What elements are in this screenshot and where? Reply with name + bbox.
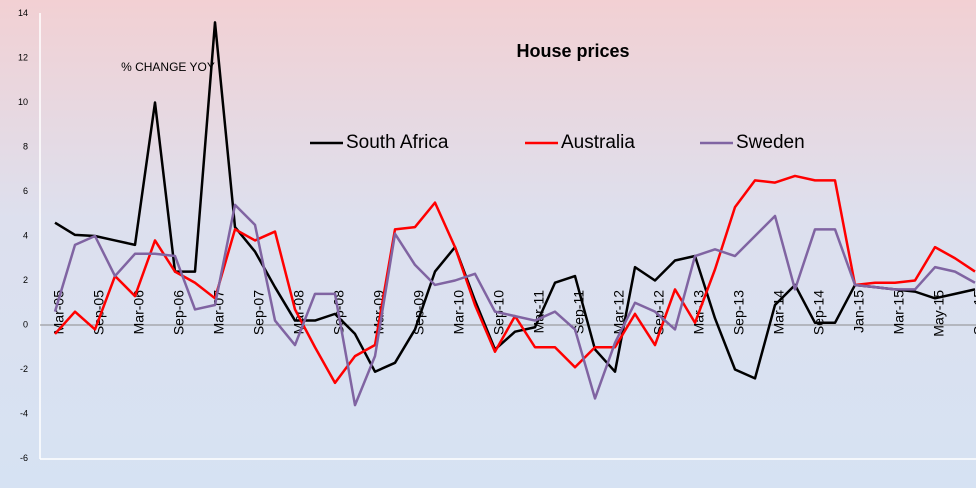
y-tick-label: 6 <box>23 186 28 196</box>
chart-subtitle: % CHANGE YOY <box>121 60 215 74</box>
y-tick-label: 10 <box>18 97 28 107</box>
x-tick-label: Jan-15 <box>851 290 867 333</box>
y-tick-label: 4 <box>23 230 28 240</box>
x-tick-label: Mar-14 <box>771 290 787 335</box>
x-tick-label: Mar-05 <box>51 290 67 335</box>
series-line <box>54 21 976 380</box>
x-tick-label: Mar-15 <box>891 290 907 335</box>
x-tick-label: Mar-06 <box>131 290 147 335</box>
x-tick-label: Sep-15 <box>971 290 976 335</box>
y-tick-label: 8 <box>23 141 28 151</box>
x-tick-label: Mar-11 <box>531 290 547 334</box>
x-tick-label: May-15 <box>931 290 947 337</box>
legend-label: Sweden <box>736 132 805 153</box>
y-tick-label: -2 <box>20 364 28 374</box>
y-tick-label: 0 <box>23 319 28 329</box>
series-line <box>53 203 976 407</box>
x-tick-label: Sep-06 <box>171 290 187 335</box>
y-tick-label: 14 <box>18 8 28 18</box>
legend-label: Australia <box>561 132 635 153</box>
x-tick-label: Sep-13 <box>731 290 747 335</box>
legend-label: South Africa <box>346 132 449 153</box>
x-tick-label: Sep-14 <box>811 290 827 335</box>
x-tick-label: Sep-07 <box>251 290 267 335</box>
x-tick-label: Sep-05 <box>91 290 107 335</box>
chart-title: House prices <box>516 41 629 61</box>
x-tick-label: Sep-12 <box>651 290 667 335</box>
x-tick-label: Mar-10 <box>451 290 467 335</box>
y-tick-label: 2 <box>23 275 28 285</box>
y-tick-label: -4 <box>20 408 28 418</box>
y-tick-label: 12 <box>18 52 28 62</box>
x-tick-label: Sep-09 <box>411 290 427 335</box>
y-tick-label: -6 <box>20 453 28 463</box>
x-tick-label: Mar-12 <box>611 290 627 335</box>
